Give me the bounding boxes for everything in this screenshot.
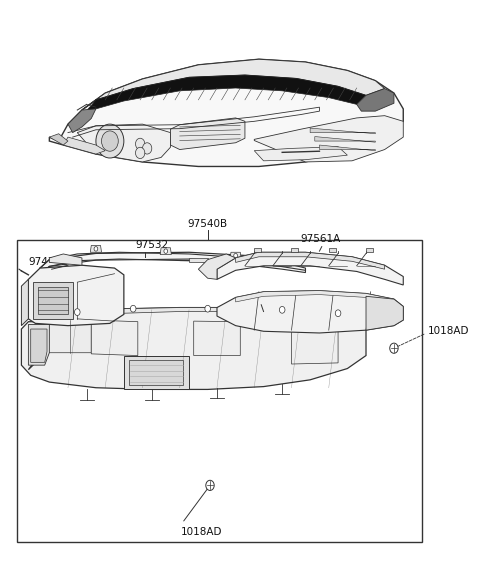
Text: 97532: 97532 (135, 240, 168, 250)
Polygon shape (291, 324, 338, 364)
Circle shape (131, 306, 136, 312)
Polygon shape (40, 253, 305, 275)
Circle shape (390, 343, 398, 353)
Text: 97561A: 97561A (301, 234, 341, 245)
Polygon shape (254, 248, 261, 253)
Polygon shape (366, 248, 373, 253)
Polygon shape (28, 265, 124, 325)
Circle shape (94, 247, 98, 251)
Polygon shape (310, 128, 375, 134)
Circle shape (279, 307, 285, 314)
Polygon shape (217, 291, 403, 333)
Circle shape (101, 131, 118, 151)
Circle shape (135, 147, 145, 158)
Polygon shape (49, 134, 68, 145)
Polygon shape (63, 137, 105, 154)
Polygon shape (254, 146, 348, 161)
Polygon shape (230, 253, 241, 259)
Polygon shape (33, 282, 72, 319)
Circle shape (335, 310, 341, 316)
Polygon shape (22, 279, 28, 325)
Text: 97470E: 97470E (28, 257, 68, 267)
Circle shape (135, 139, 145, 149)
Polygon shape (315, 137, 375, 142)
Polygon shape (366, 296, 403, 330)
Text: 97533: 97533 (258, 299, 291, 309)
Polygon shape (31, 329, 47, 363)
Polygon shape (198, 254, 236, 279)
Polygon shape (170, 118, 245, 149)
Polygon shape (49, 254, 82, 265)
Polygon shape (91, 320, 138, 356)
Circle shape (164, 249, 168, 254)
Polygon shape (357, 88, 394, 111)
Text: 1018AD: 1018AD (180, 527, 222, 536)
Polygon shape (130, 360, 183, 385)
Polygon shape (49, 319, 91, 353)
Circle shape (206, 481, 214, 490)
Polygon shape (329, 248, 336, 253)
Polygon shape (217, 253, 403, 285)
Polygon shape (49, 59, 403, 166)
Circle shape (143, 142, 152, 154)
Polygon shape (194, 321, 240, 356)
Polygon shape (124, 356, 189, 389)
Polygon shape (254, 116, 403, 162)
Polygon shape (38, 287, 68, 314)
Polygon shape (189, 258, 208, 262)
Circle shape (234, 254, 238, 258)
Polygon shape (28, 324, 49, 365)
Bar (17, 240, 422, 542)
Text: 1018AD: 1018AD (428, 326, 469, 336)
Circle shape (74, 309, 80, 315)
Polygon shape (236, 291, 394, 303)
Polygon shape (77, 124, 170, 162)
Text: 97540B: 97540B (188, 218, 228, 229)
Polygon shape (68, 109, 96, 133)
Polygon shape (22, 308, 366, 389)
Polygon shape (82, 59, 384, 110)
Polygon shape (291, 248, 299, 253)
Circle shape (96, 124, 124, 158)
Polygon shape (49, 308, 357, 323)
Polygon shape (90, 246, 101, 253)
Polygon shape (82, 75, 366, 116)
Circle shape (205, 306, 210, 312)
Polygon shape (160, 248, 171, 255)
Polygon shape (320, 145, 375, 150)
Polygon shape (236, 253, 384, 269)
